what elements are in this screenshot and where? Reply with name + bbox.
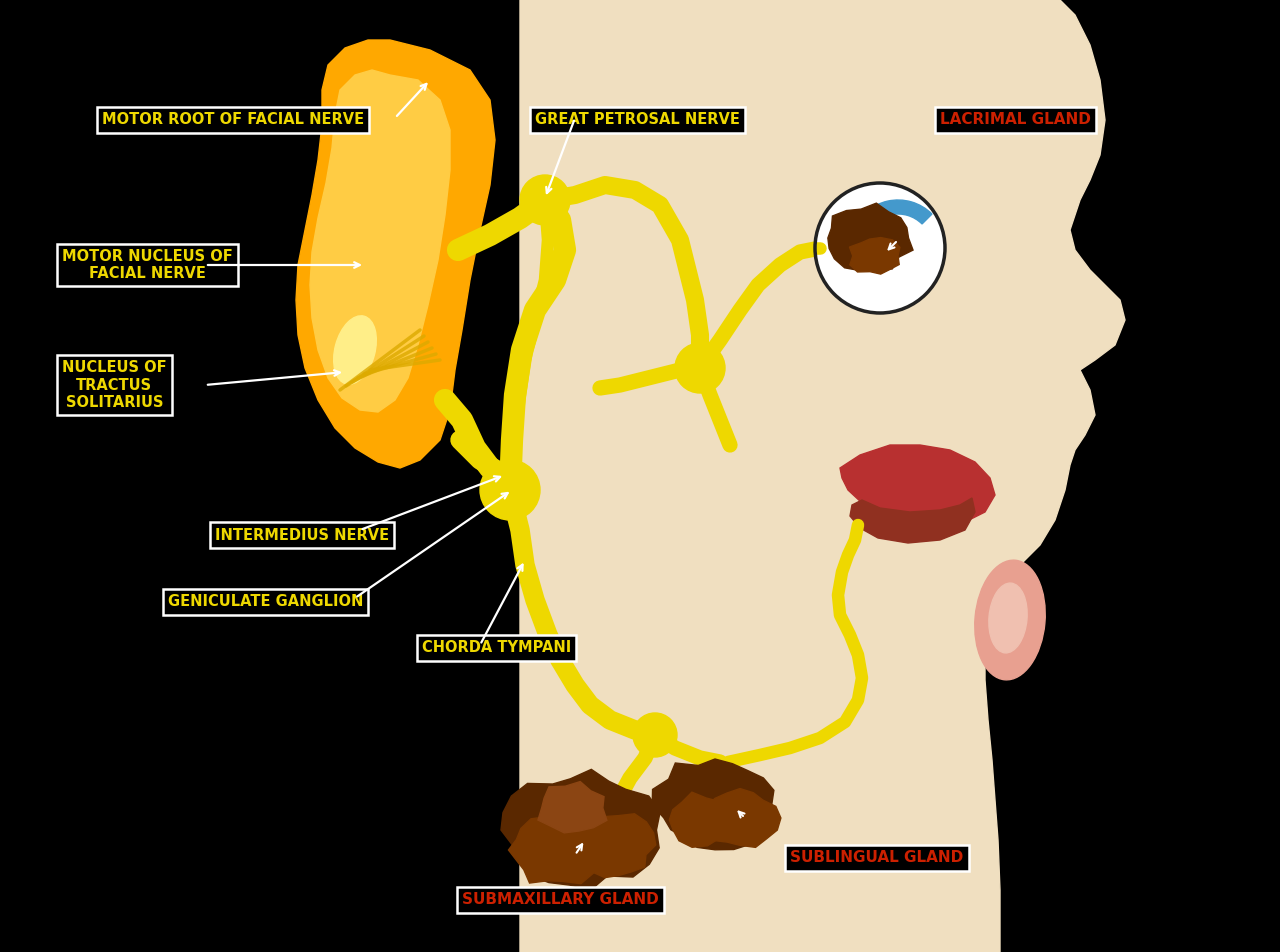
Polygon shape [508, 817, 603, 883]
Circle shape [815, 183, 945, 313]
Polygon shape [570, 814, 655, 878]
Text: MOTOR ROOT OF FACIAL NERVE: MOTOR ROOT OF FACIAL NERVE [102, 112, 364, 128]
Text: NUCLEUS OF
TRACTUS
SOLITARIUS: NUCLEUS OF TRACTUS SOLITARIUS [61, 360, 166, 410]
Ellipse shape [975, 560, 1046, 680]
Text: GREAT PETROSAL NERVE: GREAT PETROSAL NERVE [535, 112, 740, 128]
Polygon shape [840, 445, 995, 525]
Polygon shape [520, 0, 1125, 952]
Polygon shape [538, 782, 607, 833]
Polygon shape [669, 792, 732, 847]
Polygon shape [500, 769, 660, 890]
Text: INTERMEDIUS NERVE: INTERMEDIUS NERVE [215, 527, 389, 543]
Ellipse shape [334, 316, 376, 385]
Text: SUBLINGUAL GLAND: SUBLINGUAL GLAND [790, 850, 964, 865]
Circle shape [675, 343, 724, 393]
Circle shape [520, 175, 570, 225]
Polygon shape [653, 759, 774, 850]
Circle shape [480, 460, 540, 520]
Polygon shape [828, 203, 913, 270]
Text: CHORDA TYMPANI: CHORDA TYMPANI [422, 641, 571, 656]
Wedge shape [852, 200, 932, 236]
Polygon shape [296, 40, 495, 468]
Text: LACRIMAL GLAND: LACRIMAL GLAND [940, 112, 1091, 128]
Text: MOTOR NUCLEUS OF
FACIAL NERVE: MOTOR NUCLEUS OF FACIAL NERVE [61, 248, 233, 281]
Circle shape [634, 713, 677, 757]
Text: GENICULATE GANGLION: GENICULATE GANGLION [168, 594, 364, 609]
Text: SUBMAXILLARY GLAND: SUBMAXILLARY GLAND [462, 893, 659, 907]
Polygon shape [310, 70, 451, 412]
Polygon shape [703, 788, 781, 847]
Polygon shape [850, 498, 975, 543]
Polygon shape [850, 238, 900, 274]
Ellipse shape [989, 583, 1027, 653]
